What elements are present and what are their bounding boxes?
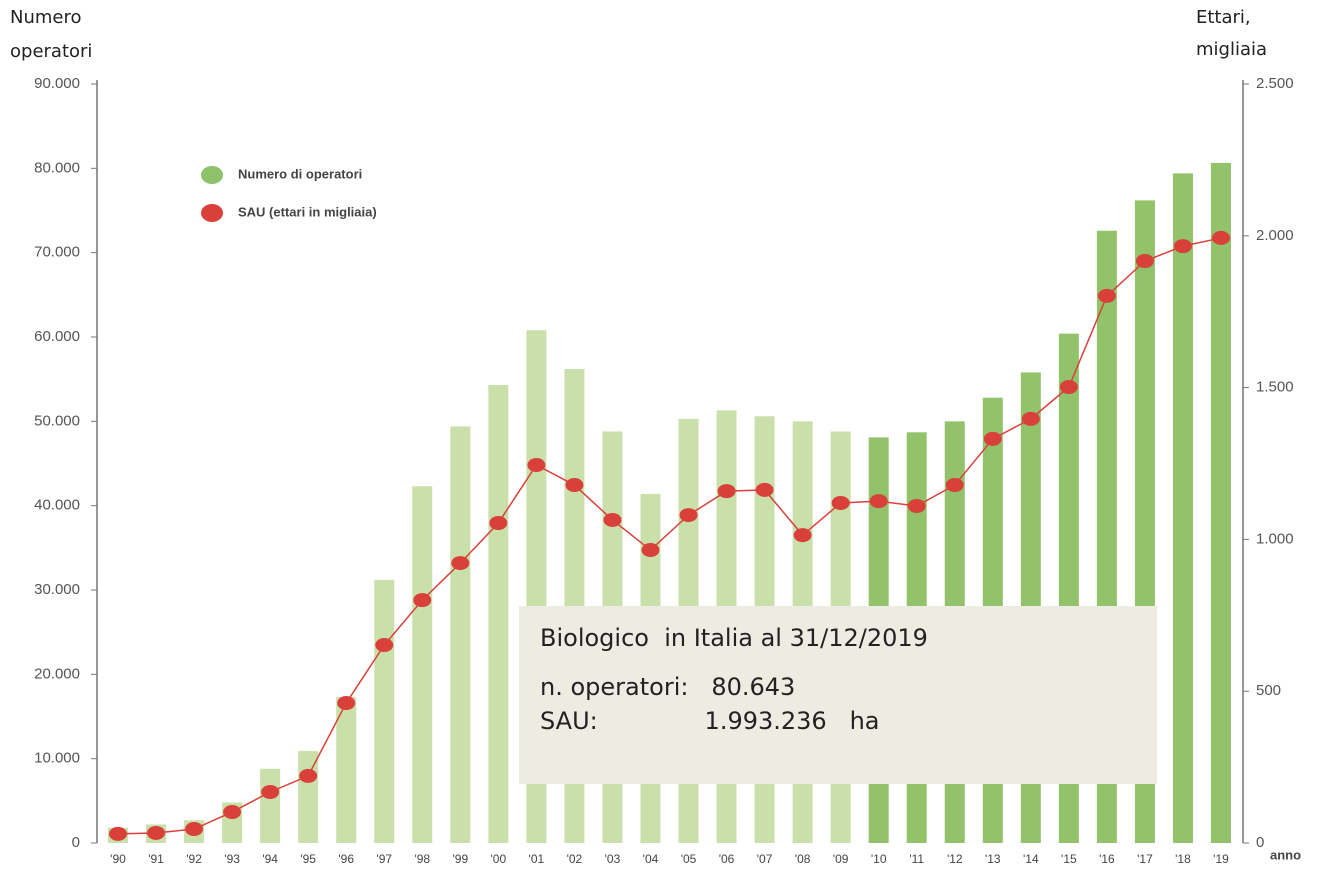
x-tick-label: '01 bbox=[529, 852, 545, 866]
bar bbox=[260, 768, 281, 843]
y2-tick-label: 500 bbox=[1256, 682, 1281, 699]
marker bbox=[565, 478, 584, 493]
legend-swatch bbox=[201, 204, 223, 222]
bar bbox=[336, 697, 357, 843]
x-tick-label: '07 bbox=[757, 852, 773, 866]
x-tick-label: '96 bbox=[338, 852, 354, 866]
marker bbox=[261, 784, 280, 799]
y-tick-label: 30.000 bbox=[34, 581, 80, 598]
marker bbox=[413, 593, 432, 608]
marker bbox=[109, 826, 127, 841]
bar bbox=[1211, 162, 1231, 843]
y-tick-label: 50.000 bbox=[34, 412, 80, 429]
x-tick-label: '04 bbox=[643, 852, 659, 866]
marker bbox=[1097, 288, 1116, 303]
x-tick-label: '90 bbox=[110, 852, 126, 866]
y-tick-label: 20.000 bbox=[34, 665, 80, 682]
x-tick-label: '93 bbox=[224, 852, 240, 866]
x-tick-label: '12 bbox=[947, 852, 963, 866]
bar bbox=[488, 385, 509, 843]
annotation-text: Biologico in Italia al 31/12/2019 bbox=[540, 624, 928, 652]
bar bbox=[374, 579, 395, 843]
marker bbox=[603, 512, 622, 527]
marker bbox=[983, 431, 1002, 446]
y2-axis-label: migliaia bbox=[1196, 39, 1267, 60]
y-tick-label: 10.000 bbox=[34, 750, 80, 767]
marker bbox=[223, 805, 242, 820]
marker bbox=[1059, 379, 1078, 394]
x-tick-label: '08 bbox=[795, 852, 811, 866]
marker bbox=[717, 484, 736, 499]
bar bbox=[1172, 173, 1193, 844]
x-tick-label: '14 bbox=[1023, 852, 1039, 866]
marker bbox=[869, 494, 888, 509]
y-tick-label: 70.000 bbox=[34, 244, 80, 261]
marker bbox=[375, 638, 394, 653]
x-tick-label: '97 bbox=[376, 852, 392, 866]
x-tick-label: '02 bbox=[567, 852, 583, 866]
marker bbox=[907, 499, 926, 514]
y2-tick-label: 2.500 bbox=[1256, 75, 1294, 92]
marker bbox=[299, 768, 318, 783]
marker bbox=[1212, 230, 1230, 245]
marker bbox=[641, 543, 660, 558]
y-tick-label: 40.000 bbox=[34, 497, 80, 514]
x-tick-label: '00 bbox=[491, 852, 507, 866]
y-tick-label: 90.000 bbox=[34, 75, 80, 92]
x-tick-label: '16 bbox=[1099, 852, 1115, 866]
x-tick-label: '19 bbox=[1213, 852, 1229, 866]
legend-label: SAU (ettari in migliaia) bbox=[238, 204, 377, 219]
y-tick-label: 80.000 bbox=[34, 159, 80, 176]
bar bbox=[450, 426, 471, 843]
x-tick-label: '10 bbox=[871, 852, 887, 866]
x-axis-label: anno bbox=[1270, 847, 1301, 862]
y2-tick-label: 1.500 bbox=[1256, 379, 1294, 396]
x-tick-label: '09 bbox=[833, 852, 849, 866]
x-tick-label: '98 bbox=[414, 852, 430, 866]
x-tick-label: '91 bbox=[148, 852, 164, 866]
marker bbox=[1173, 239, 1192, 254]
x-tick-label: '92 bbox=[186, 852, 202, 866]
marker bbox=[755, 482, 774, 497]
marker bbox=[451, 556, 470, 571]
marker bbox=[185, 822, 204, 837]
y-tick-label: 60.000 bbox=[34, 328, 80, 345]
x-tick-label: '15 bbox=[1061, 852, 1077, 866]
marker bbox=[337, 696, 356, 711]
y-axis-label: Numero bbox=[10, 7, 82, 28]
legend-swatch bbox=[201, 166, 223, 184]
marker bbox=[945, 478, 964, 493]
marker bbox=[793, 528, 812, 543]
y2-tick-label: 0 bbox=[1256, 834, 1264, 851]
marker bbox=[831, 495, 850, 510]
marker bbox=[147, 825, 166, 840]
marker bbox=[1135, 253, 1154, 268]
x-tick-label: '99 bbox=[452, 852, 468, 866]
x-tick-label: '13 bbox=[985, 852, 1001, 866]
marker bbox=[679, 508, 698, 523]
bar bbox=[298, 751, 319, 843]
marker bbox=[1021, 411, 1040, 426]
x-tick-label: '06 bbox=[719, 852, 735, 866]
x-tick-label: '11 bbox=[909, 852, 924, 866]
annotation-box bbox=[519, 606, 1157, 784]
y-axis-label: operatori bbox=[10, 41, 92, 62]
y-tick-label: 0 bbox=[72, 834, 80, 851]
x-tick-label: '17 bbox=[1137, 852, 1153, 866]
y2-tick-label: 2.000 bbox=[1256, 227, 1294, 244]
annotation-text: SAU: 1.993.236 ha bbox=[540, 707, 880, 735]
legend-label: Numero di operatori bbox=[238, 166, 362, 181]
x-tick-label: '03 bbox=[605, 852, 621, 866]
x-tick-label: '18 bbox=[1175, 852, 1191, 866]
marker bbox=[489, 516, 508, 531]
marker bbox=[527, 458, 546, 473]
x-tick-label: '95 bbox=[300, 852, 316, 866]
x-tick-label: '94 bbox=[262, 852, 278, 866]
x-tick-label: '05 bbox=[681, 852, 697, 866]
bar bbox=[412, 486, 433, 843]
y2-tick-label: 1.000 bbox=[1256, 530, 1294, 547]
annotation-text: n. operatori: 80.643 bbox=[540, 673, 795, 701]
y2-axis-label: Ettari, bbox=[1196, 7, 1251, 28]
